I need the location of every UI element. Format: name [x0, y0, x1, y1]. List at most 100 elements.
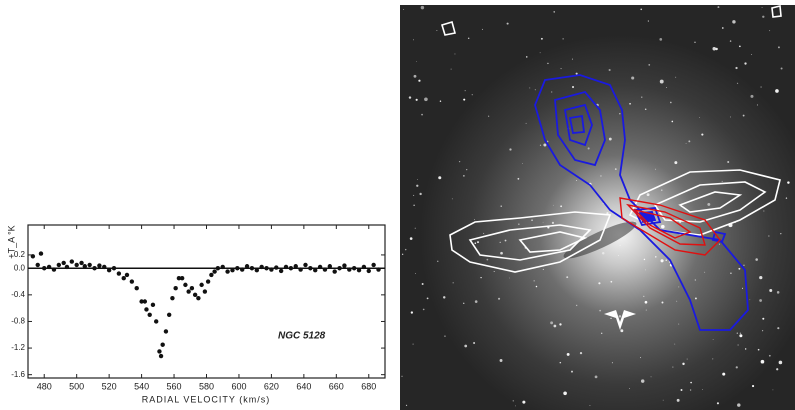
data-point [97, 263, 102, 268]
star [629, 102, 631, 105]
star [443, 296, 446, 299]
data-point [69, 259, 75, 264]
star [421, 113, 423, 116]
x-tick-label: 660 [329, 381, 344, 391]
star [563, 391, 567, 396]
star [599, 309, 602, 312]
star [566, 352, 570, 356]
data-point [129, 279, 135, 284]
data-point [102, 264, 107, 270]
star [575, 304, 578, 307]
data-point [249, 266, 255, 271]
star [672, 366, 674, 368]
star [749, 299, 751, 301]
data-point [42, 266, 47, 271]
star [550, 321, 554, 325]
data-point [293, 264, 298, 269]
data-point [278, 268, 284, 274]
star [614, 168, 617, 170]
data-point [196, 295, 201, 301]
galaxy-image [400, 4, 795, 410]
image-background [400, 5, 795, 410]
star [678, 323, 680, 325]
star [735, 66, 738, 70]
x-axis-title: RADIAL VELOCITY (km/s) [142, 394, 271, 404]
data-point [205, 279, 211, 284]
data-point [288, 266, 294, 271]
star [552, 204, 554, 206]
x-tick-label: 640 [296, 381, 311, 391]
star [787, 181, 790, 184]
star [729, 40, 732, 42]
star [480, 277, 482, 279]
data-point [371, 262, 376, 268]
star [474, 242, 477, 244]
star [403, 8, 405, 10]
star [464, 344, 468, 348]
star [780, 67, 783, 70]
star [761, 7, 763, 9]
data-point [139, 299, 144, 304]
star [685, 142, 687, 144]
x-tick-label: 560 [167, 381, 182, 391]
star [736, 332, 738, 334]
data-point [327, 264, 333, 269]
star [518, 223, 520, 225]
data-point [254, 268, 260, 273]
star [655, 168, 657, 170]
star [631, 76, 635, 80]
star [451, 198, 453, 200]
star [533, 280, 535, 282]
data-point [61, 260, 66, 266]
data-point [274, 265, 279, 270]
x-tick-label: 620 [264, 381, 279, 391]
star [412, 343, 414, 345]
data-point [134, 285, 139, 291]
star [682, 362, 685, 366]
data-point [79, 260, 84, 266]
star [483, 232, 485, 234]
star [690, 381, 692, 384]
star [409, 237, 413, 240]
star [499, 241, 501, 243]
data-point [215, 266, 221, 271]
star [464, 90, 466, 92]
star [421, 282, 424, 285]
annotation: NGC 5128 [278, 331, 326, 342]
star [640, 8, 643, 11]
star [645, 309, 647, 311]
data-point [106, 268, 112, 273]
data-point [176, 276, 182, 281]
star [452, 282, 454, 284]
star [525, 56, 528, 58]
star [757, 348, 760, 351]
star [650, 376, 652, 378]
star [474, 219, 475, 220]
data-point [173, 285, 178, 291]
star [619, 113, 621, 115]
star [736, 82, 739, 84]
star [776, 291, 780, 294]
star [671, 120, 674, 123]
data-point [150, 302, 156, 308]
star [661, 189, 663, 191]
star [476, 241, 480, 244]
y-tick-label: -1.6 [11, 370, 25, 379]
data-point [366, 268, 371, 274]
star [722, 372, 726, 376]
star [589, 405, 591, 406]
data-point [332, 269, 337, 274]
star [504, 239, 507, 242]
star [762, 317, 765, 320]
star [778, 360, 783, 365]
star [401, 375, 403, 377]
data-point [64, 264, 70, 270]
data-point [92, 266, 97, 271]
star [509, 277, 510, 279]
star [694, 41, 696, 43]
star [659, 79, 664, 84]
star [474, 300, 478, 303]
star [739, 334, 743, 338]
star [641, 96, 643, 98]
star [575, 72, 578, 75]
